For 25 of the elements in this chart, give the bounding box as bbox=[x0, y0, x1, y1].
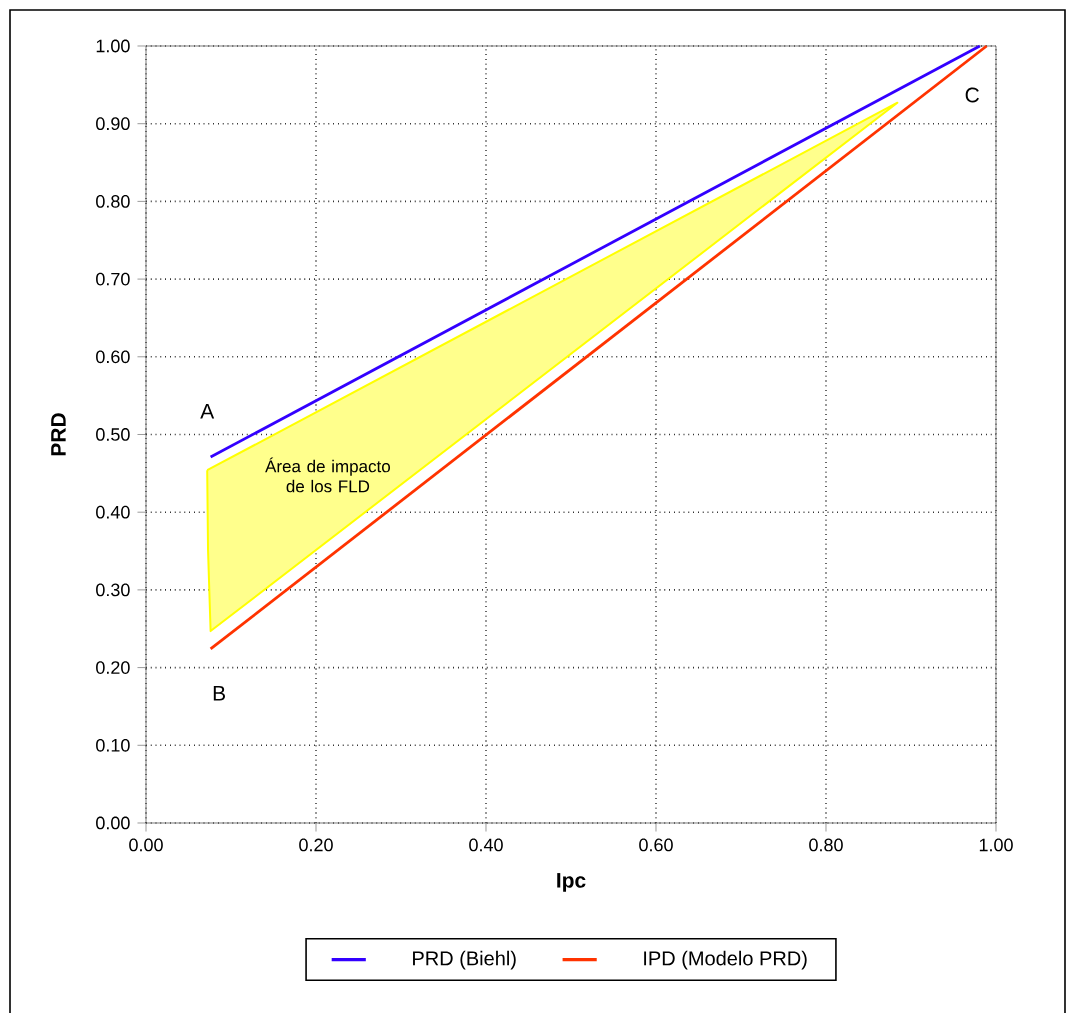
y-tick-label: 0.20 bbox=[96, 661, 130, 674]
y-tick-label: 0.00 bbox=[96, 816, 130, 830]
y-tick-label: 1.00 bbox=[96, 39, 130, 53]
x-axis-title: Ipc bbox=[557, 873, 586, 892]
legend-label: PRD (Biehl) bbox=[413, 950, 516, 970]
annotation: B bbox=[213, 686, 225, 701]
x-tick-label: 0.80 bbox=[809, 838, 843, 852]
annotation: C bbox=[965, 87, 979, 103]
y-tick-label: 0.80 bbox=[96, 195, 130, 208]
annotation: A bbox=[200, 403, 215, 419]
y-axis-title: PRD bbox=[51, 413, 66, 456]
x-tick-label: 0.60 bbox=[639, 838, 673, 852]
y-tick-label: 0.90 bbox=[96, 117, 130, 131]
y-tick-label: 0.60 bbox=[96, 350, 130, 364]
x-tick-label: 0.20 bbox=[299, 838, 333, 852]
y-tick-label: 0.70 bbox=[96, 272, 130, 286]
legend-label: IPD (Modelo PRD) bbox=[644, 950, 807, 970]
y-tick-label: 0.50 bbox=[96, 428, 130, 441]
x-tick-label: 0.00 bbox=[129, 838, 163, 852]
y-tick-label: 0.10 bbox=[96, 738, 130, 752]
x-tick-label: 1.00 bbox=[979, 838, 1013, 852]
annotation: Área de impacto de los FLD bbox=[265, 457, 391, 493]
y-tick-label: 0.40 bbox=[96, 505, 130, 519]
x-tick-label: 0.40 bbox=[469, 838, 503, 852]
y-tick-label: 0.30 bbox=[96, 583, 130, 597]
